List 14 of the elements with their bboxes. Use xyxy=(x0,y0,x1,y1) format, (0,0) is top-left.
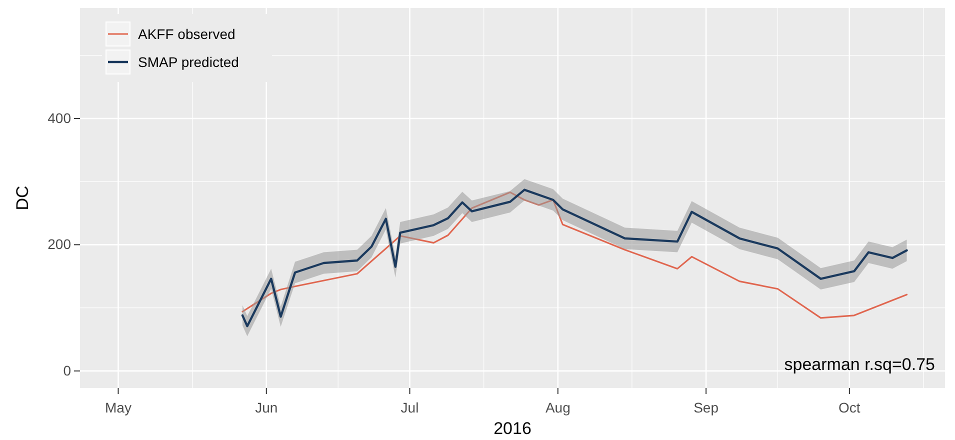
legend-label: AKFF observed xyxy=(138,26,236,42)
y-tick-label: 400 xyxy=(48,110,72,126)
legend-label: SMAP predicted xyxy=(138,54,239,70)
annotation: spearman r.sq=0.75 xyxy=(784,355,935,374)
x-tick-label: Jun xyxy=(255,399,278,416)
x-tick-label: May xyxy=(105,399,132,416)
y-tick-label: 0 xyxy=(63,362,72,378)
x-tick-label: Aug xyxy=(545,399,570,416)
y-axis-title: DC xyxy=(13,186,32,210)
x-tick-label: Oct xyxy=(838,399,860,416)
y-tick-label: 200 xyxy=(48,236,72,252)
x-axis-title: 2016 xyxy=(494,419,532,438)
x-tick-label: Sep xyxy=(694,399,719,416)
x-tick-label: Jul xyxy=(400,399,419,416)
